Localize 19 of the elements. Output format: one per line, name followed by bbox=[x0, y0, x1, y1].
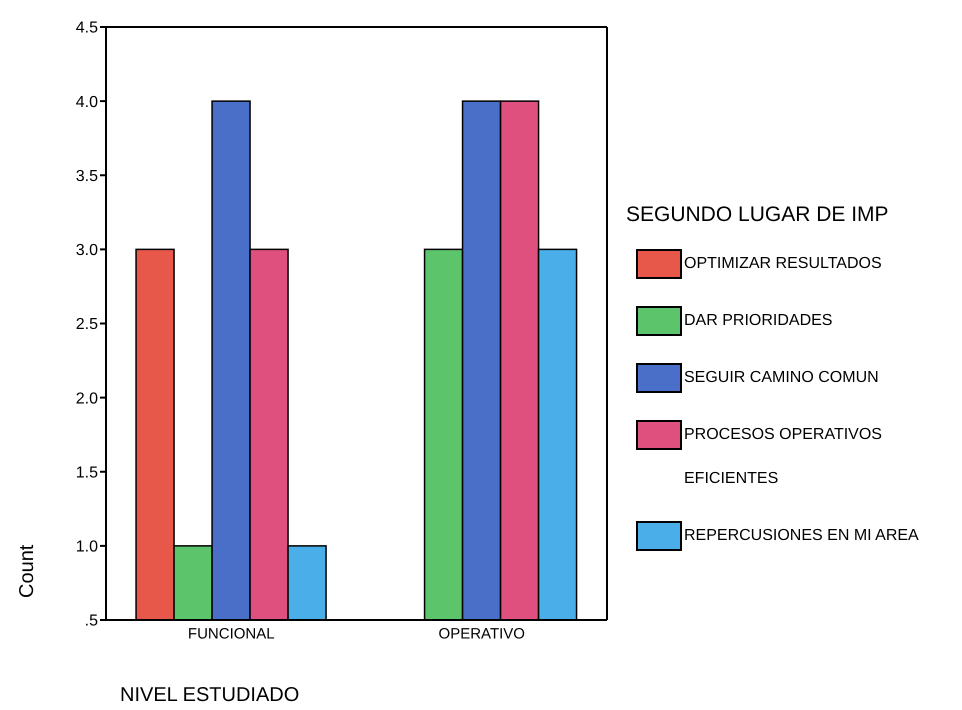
x-tick-label: FUNCIONAL bbox=[188, 626, 275, 643]
y-tick-label: 3.5 bbox=[76, 168, 98, 185]
y-tick-label: 3.0 bbox=[76, 242, 98, 260]
y-tick-label: 2.0 bbox=[76, 390, 98, 408]
y-tick-label: 4.5 bbox=[76, 20, 98, 37]
legend-label: OPTIMIZAR RESULTADOS bbox=[684, 254, 883, 274]
legend-label: DAR PRIORIDADES bbox=[684, 311, 834, 331]
legend-label: SEGUIR CAMINO COMUN bbox=[684, 368, 880, 388]
x-axis-title: NIVEL ESTUDIADO bbox=[120, 684, 300, 707]
y-tick-label: 1.0 bbox=[76, 538, 98, 556]
legend-title: SEGUNDO LUGAR DE IMP bbox=[626, 203, 890, 227]
x-tick-label: OPERATIVO bbox=[438, 626, 525, 643]
y-tick-label: 2.5 bbox=[76, 316, 98, 334]
y-tick-label: 1.5 bbox=[76, 464, 98, 482]
y-tick-label: 4.0 bbox=[76, 94, 98, 111]
y-axis-title: Count bbox=[16, 544, 39, 598]
legend-label: REPERCUSIONES EN MI AREA bbox=[684, 526, 920, 546]
text: PROCESOS OPERATIVOS EFICIENTES bbox=[684, 426, 882, 487]
y-tick-label: .5 bbox=[84, 612, 98, 630]
